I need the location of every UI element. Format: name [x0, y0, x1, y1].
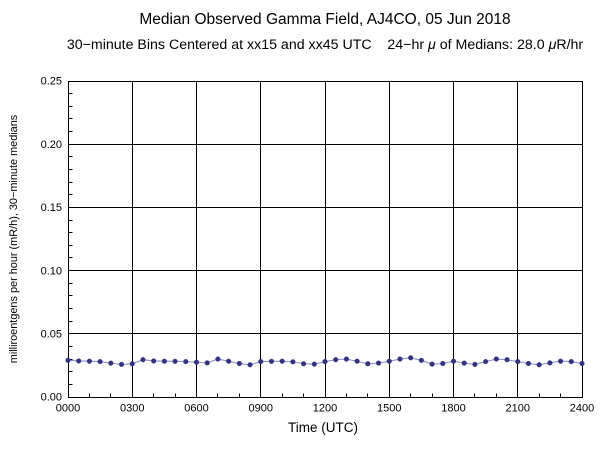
- svg-text:2100: 2100: [506, 403, 530, 415]
- svg-text:0300: 0300: [120, 403, 144, 415]
- svg-text:0.05: 0.05: [41, 329, 62, 341]
- svg-text:0.25: 0.25: [41, 76, 62, 88]
- svg-text:0.10: 0.10: [41, 265, 62, 277]
- svg-text:1800: 1800: [441, 403, 465, 415]
- svg-text:1200: 1200: [313, 403, 337, 415]
- svg-text:0000: 0000: [56, 403, 80, 415]
- svg-text:0900: 0900: [249, 403, 273, 415]
- svg-text:0.15: 0.15: [41, 202, 62, 214]
- svg-text:1500: 1500: [377, 403, 401, 415]
- svg-text:0.20: 0.20: [41, 139, 62, 151]
- svg-text:0600: 0600: [184, 403, 208, 415]
- svg-text:2400: 2400: [570, 403, 594, 415]
